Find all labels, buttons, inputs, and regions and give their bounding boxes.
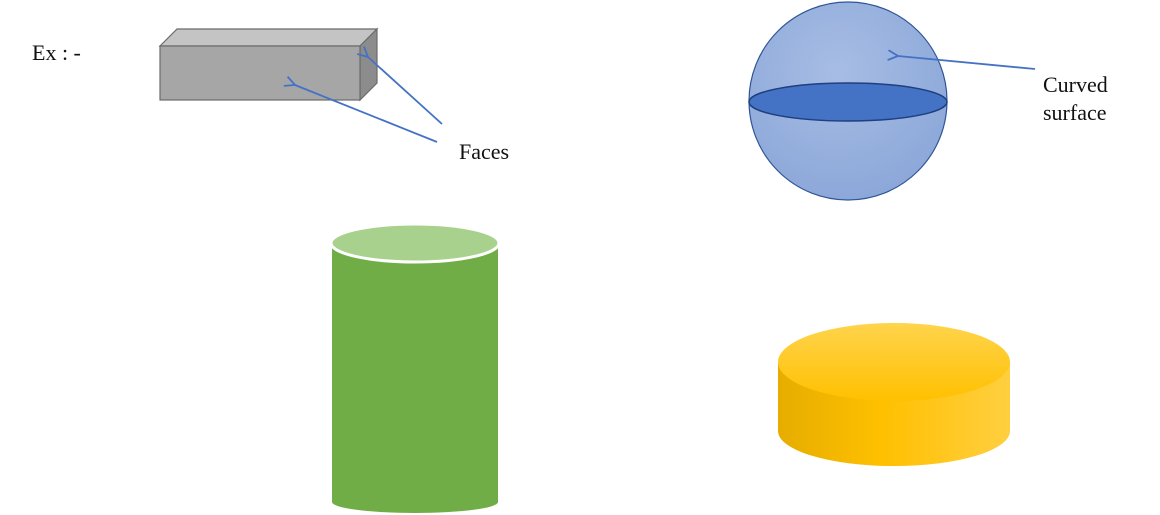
faces-arrow-side [368,57,443,125]
sphere-shape [748,1,948,201]
cuboid-shape [158,27,379,102]
example-label: Ex : - [32,40,81,65]
faces-label: Faces [459,139,510,164]
cylinder-top [329,222,501,264]
curved-label: Curved [1043,72,1108,97]
faces-arrow-front [295,85,438,143]
cuboid-front-face [159,45,361,101]
sphere-equator [748,82,948,122]
cuboid-top-face [158,28,379,47]
curved-surface-arrow [898,56,1036,70]
surface-label: surface [1043,100,1107,125]
disc-shape [778,323,1010,466]
cylinder-body [332,242,498,513]
cylinder-shape [329,222,501,513]
disc-top [778,323,1010,401]
